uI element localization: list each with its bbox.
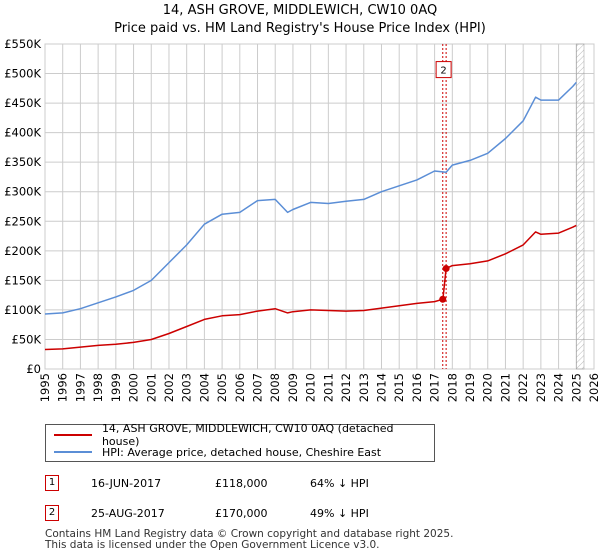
x-tick-label-1999: 1999 [109, 373, 123, 402]
legend-item-hpi: HPI: Average price, detached house, Ches… [54, 444, 381, 460]
x-tick-label-2021: 2021 [498, 373, 512, 402]
footer-copyright: Contains HM Land Registry data © Crown c… [45, 528, 454, 540]
y-tick-label-1: £50K [12, 332, 42, 346]
footer: Contains HM Land Registry data © Crown c… [45, 529, 453, 551]
hpi-line-swatch [54, 451, 92, 453]
y-tick-label-11: £550K [4, 37, 41, 51]
y-tick-label-8: £400K [4, 126, 41, 140]
sale-badge-1: 1 [45, 475, 59, 491]
x-tick-label-2010: 2010 [304, 373, 318, 402]
price-chart: £0 £50K £100K £150K £200K £250K £300K £350K £400… [4, 37, 600, 402]
x-tick-label-1998: 1998 [91, 373, 105, 402]
y-tick-label-0: £0 [26, 362, 41, 376]
y-axis-ticks: £0 £50K £100K £150K £200K £250K £300K £350K £400… [4, 37, 41, 376]
x-tick-label-2009: 2009 [286, 373, 300, 402]
y-tick-label-6: £300K [4, 185, 41, 199]
y-tick-label-4: £200K [4, 244, 41, 258]
footer-license: This data is licensed under the Open Gov… [45, 539, 380, 551]
x-axis-ticks: 1995 1996 1997 1998 1999 2000 2001 2002 2003 2004… [38, 373, 600, 402]
y-tick-label-9: £450K [4, 96, 41, 110]
forecast-hatch [576, 43, 585, 370]
x-tick-label-2020: 2020 [481, 373, 495, 402]
x-tick-label-2025: 2025 [569, 373, 583, 402]
x-tick-label-2002: 2002 [162, 373, 176, 402]
y-tick-label-5: £250K [4, 214, 41, 228]
x-tick-label-2005: 2005 [215, 373, 229, 402]
legend-hpi-label: HPI: Average price, detached house, Ches… [102, 445, 382, 459]
x-tick-label-2023: 2023 [534, 373, 548, 402]
sale-row-2: 2 25-AUG-2017 £170,000 49% ↓ HPI [45, 505, 445, 521]
x-tick-label-2018: 2018 [445, 373, 459, 402]
x-tick-label-2026: 2026 [587, 373, 600, 402]
x-tick-label-2015: 2015 [392, 373, 406, 402]
x-tick-label-2008: 2008 [268, 373, 282, 402]
legend-property-label: 14, ASH GROVE, MIDDLEWICH, CW10 0AQ (det… [101, 422, 394, 448]
sale-row-1: 1 16-JUN-2017 £118,000 64% ↓ HPI [45, 475, 445, 491]
x-tick-label-2003: 2003 [180, 373, 194, 402]
x-tick-label-1996: 1996 [56, 373, 70, 402]
plot-area [44, 43, 595, 370]
property-series-line [44, 224, 577, 351]
series-group [44, 81, 577, 351]
sale-date-2: 25-AUG-2017 [91, 507, 165, 520]
grid [44, 43, 595, 370]
y-tick-label-10: £500K [4, 67, 41, 81]
legend-item-property: 14, ASH GROVE, MIDDLEWICH, CW10 0AQ (det… [54, 422, 434, 448]
sale-delta-2: 49% ↓ HPI [310, 507, 369, 520]
property-line-swatch [54, 434, 92, 436]
x-tick-label-2011: 2011 [321, 373, 335, 402]
chart-subtitle: Price paid vs. HM Land Registry's House … [114, 21, 486, 36]
x-tick-label-2000: 2000 [127, 373, 141, 402]
sale-point-2 [442, 265, 450, 273]
chart-title: 14, ASH GROVE, MIDDLEWICH, CW10 0AQ [162, 3, 438, 18]
sale-price-2: £170,000 [215, 507, 268, 520]
sale-box-2 [435, 61, 452, 79]
x-tick-label-2013: 2013 [357, 373, 371, 402]
x-tick-label-2004: 2004 [197, 373, 211, 402]
hpi-series-line [44, 81, 577, 315]
x-tick-label-1997: 1997 [73, 373, 87, 402]
sale-badge-2: 2 [45, 505, 59, 521]
x-tick-label-2012: 2012 [339, 373, 353, 402]
x-tick-label-2016: 2016 [410, 373, 424, 402]
x-tick-label-2006: 2006 [233, 373, 247, 402]
sale-box-label-2: 2 [440, 66, 446, 77]
x-tick-label-2022: 2022 [516, 373, 530, 402]
y-tick-label-3: £150K [4, 273, 41, 287]
sale-price-1: £118,000 [215, 477, 268, 490]
sale-markers: 2 [435, 61, 452, 303]
x-tick-label-2024: 2024 [552, 373, 566, 402]
sale-point-1 [439, 295, 447, 303]
y-tick-label-2: £100K [4, 303, 41, 317]
y-tick-label-7: £350K [4, 155, 41, 169]
x-tick-label-2014: 2014 [374, 373, 388, 402]
legend: 14, ASH GROVE, MIDDLEWICH, CW10 0AQ (det… [45, 422, 435, 462]
x-tick-label-1995: 1995 [38, 373, 52, 402]
sale-date-1: 16-JUN-2017 [91, 477, 162, 490]
x-tick-label-2007: 2007 [251, 373, 265, 402]
x-tick-label-2017: 2017 [428, 373, 442, 402]
x-tick-label-2001: 2001 [144, 373, 158, 402]
sale-delta-1: 64% ↓ HPI [310, 477, 369, 490]
x-tick-label-2019: 2019 [463, 373, 477, 402]
